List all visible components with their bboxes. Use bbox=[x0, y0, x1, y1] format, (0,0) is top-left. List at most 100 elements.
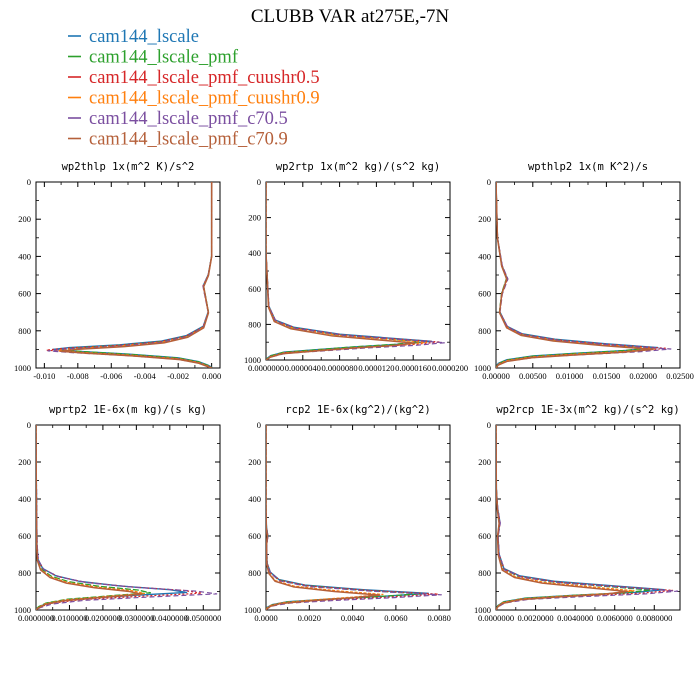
y-tick-label: 0 bbox=[487, 420, 491, 430]
x-tick-label: 0.00500 bbox=[519, 371, 547, 381]
series-line-6 bbox=[496, 182, 654, 368]
x-tick-label: -0.002 bbox=[167, 371, 189, 381]
y-tick-label: 400 bbox=[478, 251, 491, 261]
panel-5: rcp2 1E-6x(kg^2)/(kg^2) 0 200 400 600 800 1000… bbox=[244, 404, 451, 623]
panels: wp2thlp 1x(m^2 K)/s^202004006008001000-0… bbox=[14, 161, 694, 623]
x-tick-label: 0.0000000 bbox=[248, 363, 284, 373]
x-tick-label: 0.0500000 bbox=[185, 613, 221, 623]
x-tick-label: 0.00000 bbox=[482, 371, 510, 381]
legend-label-5: cam144_lscale_pmf_c70.5 bbox=[89, 109, 288, 129]
y-tick-label: 800 bbox=[248, 319, 261, 329]
y-tick-label: 1000 bbox=[244, 355, 261, 365]
x-tick-label: 0.0000200 bbox=[432, 363, 468, 373]
series-line-6 bbox=[496, 425, 628, 610]
y-tick-label: 800 bbox=[18, 326, 31, 336]
x-tick-label: 0.0080 bbox=[427, 613, 450, 623]
x-tick-label: 0.0000 bbox=[254, 613, 277, 623]
legend-label-4: cam144_lscale_pmf_cuushr0.9 bbox=[89, 89, 320, 109]
series-line-6 bbox=[266, 182, 416, 360]
x-tick-label: 0.01000 bbox=[556, 371, 584, 381]
x-tick-label: 0.0300000 bbox=[118, 613, 154, 623]
panel-title-5: rcp2 1E-6x(kg^2)/(kg^2) bbox=[285, 404, 430, 416]
x-tick-label: 0.02000 bbox=[629, 371, 657, 381]
y-tick-label: 400 bbox=[478, 494, 491, 504]
y-tick-label: 800 bbox=[478, 568, 491, 578]
x-tick-label: 0.0000000 bbox=[478, 613, 514, 623]
chart-title: CLUBB VAR at275E,-7N bbox=[251, 6, 450, 27]
y-tick-label: 0 bbox=[487, 177, 491, 187]
y-tick-label: 200 bbox=[248, 457, 261, 467]
legend-label-2: cam144_lscale_pmf bbox=[89, 48, 239, 68]
panel-6: wp2rcp 1E-3x(m^2 kg)/(s^2 kg) 0 200 400 600 8… bbox=[474, 404, 681, 623]
x-tick-label: -0.008 bbox=[67, 371, 89, 381]
series-line-6 bbox=[59, 182, 213, 368]
x-tick-label: -0.010 bbox=[33, 371, 55, 381]
x-tick-label: 0.0000080 bbox=[322, 363, 358, 373]
y-tick-label: 1000 bbox=[14, 605, 31, 615]
y-tick-label: 1000 bbox=[474, 605, 491, 615]
x-tick-label: 0.0000120 bbox=[358, 363, 394, 373]
y-tick-label: 200 bbox=[478, 214, 491, 224]
x-tick-label: 0.000 bbox=[202, 371, 221, 381]
x-tick-label: 0.0000160 bbox=[395, 363, 431, 373]
x-tick-label: 0.0100000 bbox=[51, 613, 87, 623]
y-tick-label: 400 bbox=[248, 494, 261, 504]
y-tick-label: 800 bbox=[248, 568, 261, 578]
x-tick-label: 0.0040000 bbox=[557, 613, 593, 623]
y-tick-label: 400 bbox=[18, 251, 31, 261]
panel-title-3: wpthlp2 1x(m K^2)/s bbox=[528, 161, 648, 173]
series-line-6 bbox=[36, 425, 143, 610]
panel-title-2: wp2rtp 1x(m^2 kg)/(s^2 kg) bbox=[276, 161, 440, 173]
y-tick-label: 600 bbox=[478, 289, 491, 299]
x-tick-label: 0.0000000 bbox=[18, 613, 54, 623]
y-tick-label: 200 bbox=[18, 457, 31, 467]
legend-label-6: cam144_lscale_pmf_c70.9 bbox=[89, 130, 288, 150]
y-tick-label: 0 bbox=[257, 177, 261, 187]
x-tick-label: 0.0060000 bbox=[597, 613, 633, 623]
x-tick-label: 0.0400000 bbox=[152, 613, 188, 623]
legend-label-1: cam144_lscale bbox=[89, 27, 199, 47]
legend: cam144_lscalecam144_lscale_pmfcam144_lsc… bbox=[68, 27, 320, 150]
series-line-4 bbox=[496, 182, 656, 368]
y-tick-label: 800 bbox=[478, 326, 491, 336]
panel-title-6: wp2rcp 1E-3x(m^2 kg)/(s^2 kg) bbox=[496, 404, 679, 416]
y-tick-label: 0 bbox=[27, 177, 31, 187]
x-tick-label: 0.0000040 bbox=[285, 363, 321, 373]
y-tick-label: 200 bbox=[18, 214, 31, 224]
series-line-6 bbox=[266, 425, 381, 610]
series-line-4 bbox=[496, 425, 635, 610]
x-tick-label: 0.01500 bbox=[593, 371, 621, 381]
y-tick-label: 0 bbox=[257, 420, 261, 430]
y-tick-label: 600 bbox=[248, 531, 261, 541]
x-tick-label: 0.02500 bbox=[666, 371, 694, 381]
y-tick-label: 1000 bbox=[244, 605, 261, 615]
x-tick-label: 0.0060 bbox=[384, 613, 407, 623]
y-tick-label: 0 bbox=[27, 420, 31, 430]
x-tick-label: 0.0040 bbox=[341, 613, 364, 623]
y-tick-label: 600 bbox=[18, 531, 31, 541]
x-tick-label: 0.0020 bbox=[298, 613, 321, 623]
y-tick-label: 600 bbox=[478, 531, 491, 541]
y-tick-label: 200 bbox=[248, 213, 261, 223]
panel-1: wp2thlp 1x(m^2 K)/s^202004006008001000-0… bbox=[14, 161, 221, 381]
x-tick-label: 0.0080000 bbox=[636, 613, 672, 623]
panel-3: wpthlp2 1x(m K^2)/s020040060080010000.00… bbox=[474, 161, 694, 381]
y-tick-label: 400 bbox=[248, 248, 261, 258]
x-tick-label: 0.0200000 bbox=[85, 613, 121, 623]
y-tick-label: 1000 bbox=[14, 363, 31, 373]
y-tick-label: 1000 bbox=[474, 363, 491, 373]
y-tick-label: 800 bbox=[18, 568, 31, 578]
panel-title-4: wprtp2 1E-6x(m kg)/(s kg) bbox=[49, 404, 207, 416]
x-tick-label: -0.006 bbox=[100, 371, 122, 381]
y-tick-label: 400 bbox=[18, 494, 31, 504]
panel-4: wprtp2 1E-6x(m kg)/(s kg) 0 200 400 600 800 10… bbox=[14, 404, 221, 623]
panel-title-1: wp2thlp 1x(m^2 K)/s^2 bbox=[62, 161, 195, 173]
x-tick-label: -0.004 bbox=[134, 371, 157, 381]
y-tick-label: 200 bbox=[478, 457, 491, 467]
series-line-5 bbox=[496, 425, 679, 610]
y-tick-label: 600 bbox=[248, 284, 261, 294]
y-tick-label: 600 bbox=[18, 289, 31, 299]
legend-label-3: cam144_lscale_pmf_cuushr0.5 bbox=[89, 68, 320, 88]
panel-2: wp2rtp 1x(m^2 kg)/(s^2 kg) 0 200 400 600 800 1… bbox=[244, 161, 468, 373]
